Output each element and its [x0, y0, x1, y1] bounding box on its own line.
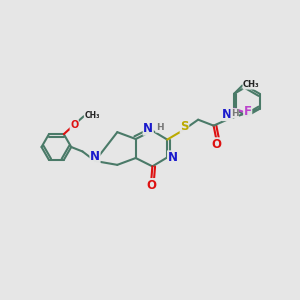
Text: O: O [70, 120, 78, 130]
Text: S: S [180, 120, 189, 133]
Text: N: N [90, 150, 100, 163]
Text: N: N [222, 107, 232, 121]
Text: N: N [143, 122, 153, 135]
Text: O: O [146, 178, 157, 192]
Text: O: O [212, 138, 222, 151]
Text: H: H [156, 123, 163, 132]
Text: F: F [244, 105, 252, 118]
Text: CH₃: CH₃ [243, 80, 260, 89]
Text: CH₃: CH₃ [84, 111, 100, 120]
Text: H: H [231, 109, 238, 118]
Text: N: N [168, 151, 178, 164]
